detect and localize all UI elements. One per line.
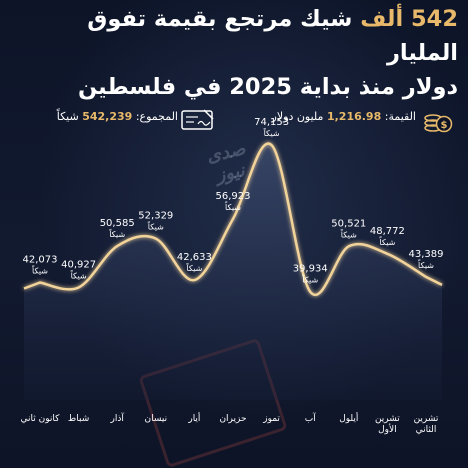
data-label-unit: شيكاً (263, 127, 280, 138)
data-label-unit: شيكاً (301, 274, 318, 285)
headline: 542 ألف شيك مرتجع بقيمة تفوق المليار دول… (10, 2, 458, 104)
data-label-unit: شيكاً (31, 265, 48, 276)
total-amount: 542,239 (82, 110, 133, 123)
value-summary: القيمة: 1,216.98 مليون دولار (272, 110, 416, 123)
x-tick-label: تشرين الثاني (413, 414, 439, 435)
data-label-value: 39,934 (293, 264, 328, 275)
x-tick-label: تموز (263, 414, 280, 424)
headline-line-1: 542 ألف شيك مرتجع بقيمة تفوق المليار (10, 2, 458, 70)
data-label-value: 48,772 (370, 226, 405, 237)
data-label-value: 40,927 (61, 259, 96, 270)
series-line (23, 142, 443, 296)
data-label-unit: شيكاً (417, 259, 434, 270)
headline-text-1: شيك مرتجع بقيمة تفوق المليار (87, 6, 458, 66)
total-summary: المجموع: 542,239 شيكاً (57, 110, 178, 123)
total-unit: شيكاً (56, 110, 79, 123)
summary-row: $ القيمة: 1,216.98 مليون دولار المجموع: … (0, 104, 468, 138)
data-label-unit: شيكاً (224, 201, 241, 212)
value-amount: 1,216.98 (326, 110, 382, 123)
data-label-unit: شيكاً (186, 262, 203, 273)
x-tick-label: تشرين الأول (374, 414, 400, 435)
cheque-icon (181, 109, 214, 130)
x-tick-label: آذار (110, 414, 124, 424)
data-labels: 42,073شيكاً40,927شيكاً50,585شيكاً52,329ش… (23, 117, 444, 285)
total-label: المجموع: (135, 110, 178, 123)
x-tick-label: آب (304, 414, 316, 424)
data-label-unit: شيكاً (379, 236, 396, 247)
headline-line-2: دولار منذ بداية 2025 في فلسطين (77, 74, 458, 100)
data-label-unit: شيكاً (70, 270, 87, 281)
coins-dollar-icon: $ (424, 114, 453, 133)
data-label-value: 52,329 (138, 211, 173, 222)
value-label: القيمة: (384, 110, 416, 123)
x-tick-label: نيسان (144, 414, 168, 424)
svg-text:$: $ (441, 120, 448, 131)
x-tick-label: أيار (188, 414, 201, 424)
data-label-value: 50,585 (100, 218, 135, 229)
data-label-value: 42,633 (177, 252, 212, 263)
data-label-unit: شيكاً (340, 229, 357, 240)
data-label-unit: شيكاً (147, 221, 164, 232)
data-label-value: 74,153 (254, 117, 289, 128)
value-unit: مليون دولار (271, 110, 324, 123)
headline-count: 542 ألف (360, 6, 458, 32)
data-label-value: 42,073 (23, 255, 58, 266)
data-label-value: 43,389 (409, 249, 444, 260)
chart-area-fill (24, 143, 442, 400)
x-tick-label: حزيران (219, 414, 247, 424)
x-tick-label: كانون ثاني (20, 414, 60, 424)
x-tick-label: شباط (67, 414, 90, 424)
data-label-unit: شيكاً (108, 228, 125, 239)
data-label-value: 50,521 (331, 218, 366, 229)
data-label-value: 56,923 (216, 191, 251, 202)
x-tick-label: أيلول (339, 414, 359, 424)
